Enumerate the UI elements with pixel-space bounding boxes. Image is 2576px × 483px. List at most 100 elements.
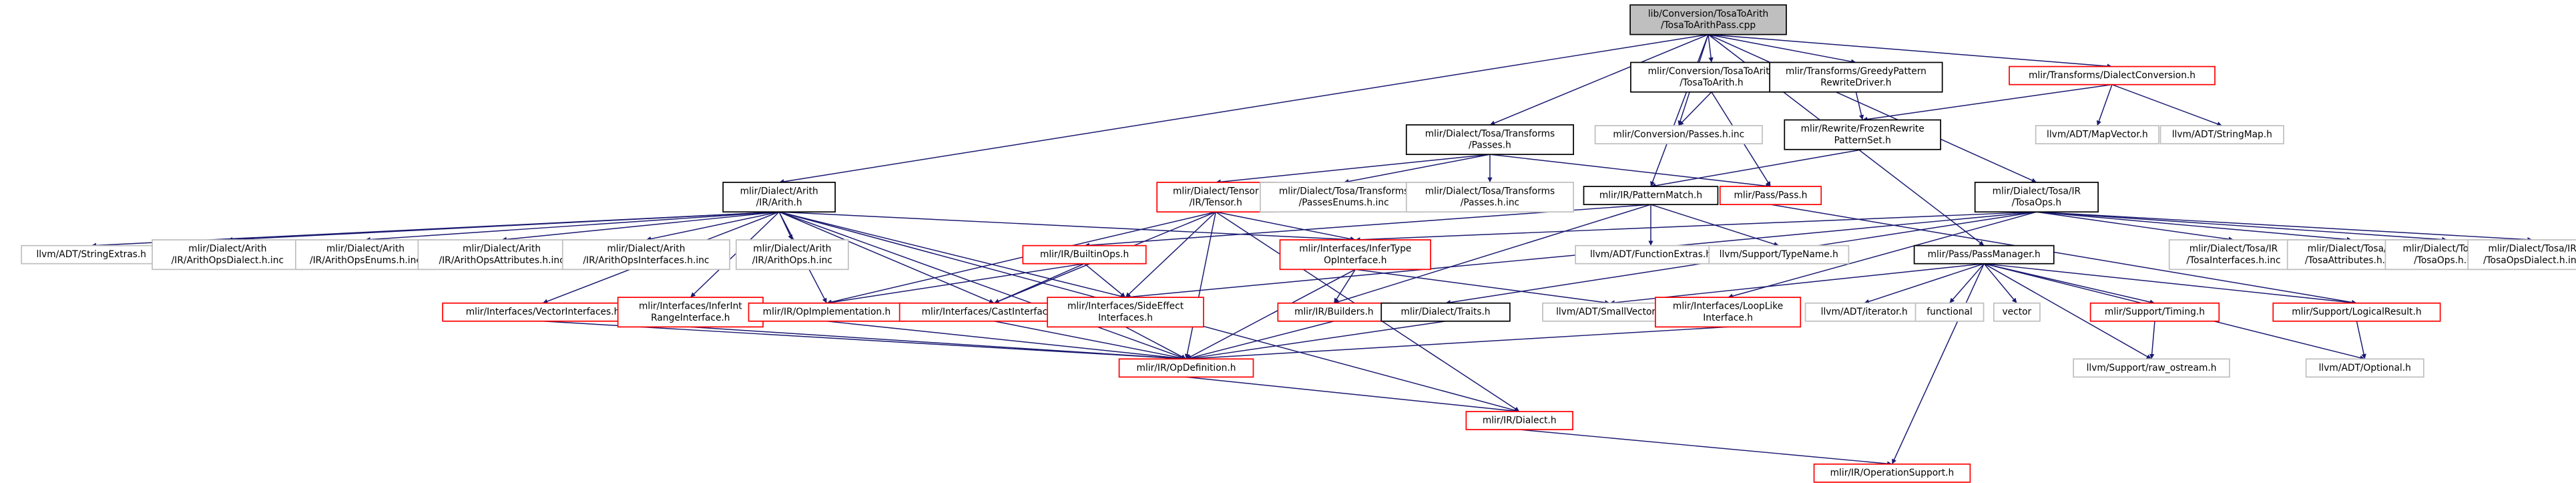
- node: llvm/ADT/StringMap.h: [2159, 125, 2284, 145]
- node-label: mlir/Dialect/Arith: [607, 244, 685, 255]
- node-label: /IR/ArithOpsEnums.h.inc: [310, 255, 421, 266]
- node-box: [561, 239, 730, 271]
- node-label: mlir/Interfaces/InferType: [1299, 244, 1411, 255]
- node-label: mlir/Conversion/Passes.h.inc: [1613, 130, 1744, 140]
- node: mlir/Dialect/Tosa/Transforms/Passes.h: [1405, 124, 1575, 156]
- edge: [690, 211, 780, 298]
- node-box: [1380, 302, 1511, 322]
- node-label: RewriteDriver.h: [1820, 77, 1891, 88]
- edge: [1708, 33, 2113, 69]
- node-label: llvm/ADT/iterator.h: [1821, 307, 1908, 317]
- node-box: [1118, 358, 1254, 378]
- node-label: mlir/Dialect/Tosa/Transforms: [1425, 186, 1555, 196]
- edge: [1489, 33, 1709, 126]
- node: mlir/Dialect/Tosa/Transforms/PassesEnums…: [1260, 182, 1429, 213]
- node-label: Interfaces.h: [1098, 313, 1153, 323]
- nodes: lib/Conversion/TosaToArith/TosaToArithPa…: [21, 4, 2576, 483]
- edge: [1334, 204, 1651, 305]
- node-box: [2272, 302, 2441, 322]
- node: mlir/IR/OpDefinition.h: [1118, 358, 1254, 378]
- edge: [778, 211, 1187, 360]
- node: mlir/IR/OpImplementation.h: [748, 302, 906, 322]
- node: lib/Conversion/TosaToArith/TosaToArithPa…: [1629, 4, 1787, 35]
- node: mlir/Transforms/GreedyPatternRewriteDriv…: [1769, 61, 1943, 93]
- node-label: mlir/Dialect/Arith: [463, 244, 541, 255]
- node: mlir/Dialect/Arith/IR/ArithOpsDialect.h.…: [152, 239, 304, 271]
- edge: [1343, 154, 1491, 184]
- node-box: [417, 239, 586, 271]
- edge: [1186, 376, 1520, 414]
- node-label: llvm/Support/TypeName.h: [1720, 249, 1838, 260]
- node-label: /Passes.h: [1469, 140, 1511, 151]
- node-box: [1047, 297, 1204, 328]
- node-label: mlir/Dialect/Tosa/IR: [2488, 244, 2576, 255]
- node: mlir/Dialect/Tosa/IR/TosaInterfaces.h.in…: [2168, 239, 2299, 271]
- node-label: mlir/Dialect/Tosa/Transforms: [1425, 128, 1555, 139]
- node-label: mlir/Dialect/Tosa/IR: [1993, 186, 2081, 196]
- node-label: /TosaToArithPass.cpp: [1661, 20, 1756, 31]
- node-box: [1719, 186, 1822, 206]
- node-label: OpInterface.h: [1324, 255, 1386, 266]
- node: mlir/Transforms/DialectConversion.h: [2009, 65, 2216, 86]
- node-box: [2168, 239, 2299, 271]
- node: mlir/Dialect/Traits.h: [1380, 302, 1511, 322]
- node: llvm/ADT/iterator.h: [1804, 302, 1924, 322]
- edge: [1708, 33, 1856, 64]
- node-label: /IR/ArithOpsInterfaces.h.inc: [583, 255, 709, 266]
- node-box: [1629, 4, 1787, 35]
- node-label: llvm/ADT/Optional.h: [2319, 363, 2411, 373]
- node: functional: [1914, 302, 1985, 322]
- node-label: llvm/Support/raw_ostream.h: [2087, 363, 2217, 373]
- node-label: mlir/Interfaces/SideEffect: [1067, 301, 1184, 312]
- edge: [2149, 321, 2155, 359]
- node: mlir/Support/LogicalResult.h: [2272, 302, 2441, 322]
- node-label: /TosaOps.h.inc: [2414, 255, 2480, 266]
- edge: [1708, 34, 1714, 63]
- node-label: mlir/Transforms/DialectConversion.h: [2029, 70, 2196, 81]
- node-label: mlir/Dialect/Traits.h: [1401, 307, 1491, 317]
- node-label: mlir/Dialect/Tosa/Transforms: [1279, 186, 1408, 196]
- node-box: [1260, 182, 1429, 213]
- node: mlir/Support/Timing.h: [2089, 302, 2220, 322]
- node-box: [1769, 61, 1943, 93]
- node-label: mlir/IR/OpImplementation.h: [763, 307, 891, 317]
- edge: [1186, 269, 1356, 359]
- edge: [1891, 263, 1985, 465]
- node-label: /IR/ArithOps.h.inc: [752, 255, 832, 266]
- node-label: llvm/ADT/SmallVector.h: [1556, 307, 1663, 317]
- node: llvm/ADT/StringExtras.h: [21, 245, 162, 265]
- node-label: mlir/Rewrite/FrozenRewrite: [1801, 124, 1924, 134]
- edge: [1862, 84, 2113, 122]
- edge: [994, 263, 1085, 304]
- node-box: [1022, 245, 1147, 265]
- edge: [2036, 211, 2234, 242]
- node-label: mlir/IR/OperationSupport.h: [1830, 468, 1955, 478]
- edge: [365, 211, 780, 243]
- edge: [1519, 429, 1892, 466]
- edge: [1489, 154, 1771, 188]
- node-box: [1993, 302, 2041, 322]
- edge: [1708, 33, 2037, 183]
- node-box: [2073, 358, 2230, 378]
- edge: [1984, 263, 2357, 305]
- node-label: vector: [2003, 307, 2032, 317]
- node-box: [1655, 297, 1802, 328]
- node-label: PatternSet.h: [1834, 135, 1891, 146]
- edge: [1983, 263, 2017, 304]
- node-box: [1913, 245, 2055, 265]
- node-box: [1914, 302, 1985, 322]
- node: mlir/IR/OperationSupport.h: [1813, 463, 1971, 483]
- node-box: [1708, 245, 1850, 265]
- node-label: /IR/ArithOpsDialect.h.inc: [172, 255, 284, 266]
- node-box: [722, 182, 836, 213]
- node: mlir/Dialect/Arith/IR/ArithOpsInterfaces…: [561, 239, 730, 271]
- node-box: [1784, 119, 1942, 150]
- edge: [2036, 211, 2533, 243]
- node: mlir/Dialect/Tosa/IR/TosaOpsDialect.h.in…: [2467, 239, 2576, 271]
- node-box: [735, 239, 849, 271]
- edge: [646, 211, 780, 242]
- node: llvm/ADT/FunctionExtras.h: [1575, 245, 1727, 265]
- node-label: llvm/ADT/StringMap.h: [2172, 130, 2272, 140]
